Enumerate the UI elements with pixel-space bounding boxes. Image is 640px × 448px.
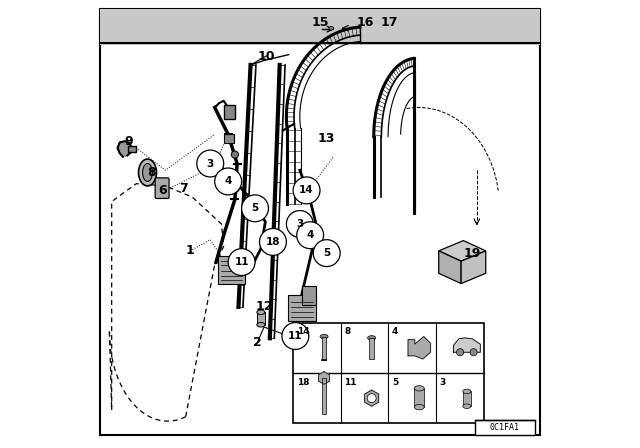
Text: 18: 18 bbox=[266, 237, 280, 247]
Circle shape bbox=[293, 177, 320, 204]
FancyBboxPatch shape bbox=[257, 312, 265, 325]
Text: 9: 9 bbox=[124, 134, 132, 148]
Text: 16: 16 bbox=[356, 16, 374, 29]
FancyBboxPatch shape bbox=[463, 392, 471, 406]
Ellipse shape bbox=[257, 310, 265, 314]
Polygon shape bbox=[439, 251, 461, 284]
FancyBboxPatch shape bbox=[301, 286, 316, 305]
Ellipse shape bbox=[143, 164, 152, 181]
Text: 11: 11 bbox=[234, 257, 249, 267]
Text: 14: 14 bbox=[300, 185, 314, 195]
Circle shape bbox=[231, 151, 239, 158]
Ellipse shape bbox=[463, 404, 471, 409]
Polygon shape bbox=[408, 336, 431, 359]
Ellipse shape bbox=[414, 386, 424, 391]
Text: 3: 3 bbox=[207, 159, 214, 168]
Text: 5: 5 bbox=[392, 378, 398, 387]
Text: 8: 8 bbox=[344, 327, 351, 336]
FancyBboxPatch shape bbox=[322, 378, 326, 414]
FancyBboxPatch shape bbox=[414, 388, 424, 407]
Text: 3: 3 bbox=[440, 378, 445, 387]
Polygon shape bbox=[365, 390, 379, 406]
Circle shape bbox=[260, 228, 287, 255]
Text: 4: 4 bbox=[307, 230, 314, 240]
Circle shape bbox=[456, 349, 464, 356]
Text: 0C1FA1: 0C1FA1 bbox=[490, 423, 520, 432]
Polygon shape bbox=[118, 141, 132, 157]
Ellipse shape bbox=[320, 334, 328, 339]
Ellipse shape bbox=[257, 323, 265, 327]
FancyBboxPatch shape bbox=[223, 105, 235, 119]
Polygon shape bbox=[453, 338, 480, 352]
Text: 15: 15 bbox=[311, 16, 329, 29]
Circle shape bbox=[367, 394, 376, 403]
FancyBboxPatch shape bbox=[223, 134, 234, 143]
Ellipse shape bbox=[367, 336, 376, 340]
Text: 19: 19 bbox=[463, 246, 481, 260]
Polygon shape bbox=[319, 372, 330, 384]
Text: 4: 4 bbox=[225, 177, 232, 186]
Text: 1: 1 bbox=[186, 244, 195, 258]
Ellipse shape bbox=[329, 26, 333, 30]
Text: 7: 7 bbox=[179, 181, 188, 195]
Text: 3: 3 bbox=[296, 219, 303, 229]
Ellipse shape bbox=[138, 159, 156, 186]
FancyBboxPatch shape bbox=[155, 178, 169, 198]
Polygon shape bbox=[439, 241, 486, 261]
Circle shape bbox=[470, 349, 477, 356]
Circle shape bbox=[214, 168, 241, 195]
Text: 10: 10 bbox=[257, 49, 275, 63]
Polygon shape bbox=[461, 251, 486, 284]
Text: 11: 11 bbox=[344, 378, 357, 387]
Circle shape bbox=[287, 211, 314, 237]
Circle shape bbox=[230, 184, 239, 193]
Circle shape bbox=[241, 195, 269, 222]
Text: 18: 18 bbox=[297, 378, 309, 387]
FancyBboxPatch shape bbox=[128, 146, 136, 152]
FancyBboxPatch shape bbox=[100, 9, 540, 45]
Text: 17: 17 bbox=[381, 16, 398, 29]
Text: 8: 8 bbox=[148, 166, 156, 179]
Ellipse shape bbox=[463, 389, 471, 394]
FancyBboxPatch shape bbox=[322, 336, 326, 360]
Text: 2: 2 bbox=[253, 336, 262, 349]
Text: 5: 5 bbox=[323, 248, 330, 258]
Circle shape bbox=[282, 323, 309, 349]
Circle shape bbox=[197, 150, 224, 177]
Text: 5: 5 bbox=[252, 203, 259, 213]
Text: 6: 6 bbox=[158, 184, 166, 197]
Circle shape bbox=[314, 240, 340, 267]
Text: 13: 13 bbox=[318, 132, 335, 146]
Text: 14: 14 bbox=[297, 327, 309, 336]
Ellipse shape bbox=[414, 405, 424, 410]
FancyBboxPatch shape bbox=[369, 338, 374, 359]
FancyBboxPatch shape bbox=[218, 256, 245, 284]
Text: 12: 12 bbox=[255, 300, 273, 314]
Text: 11: 11 bbox=[288, 331, 303, 341]
FancyBboxPatch shape bbox=[474, 420, 535, 435]
FancyBboxPatch shape bbox=[293, 323, 484, 423]
FancyBboxPatch shape bbox=[100, 9, 540, 435]
Text: 4: 4 bbox=[392, 327, 398, 336]
FancyBboxPatch shape bbox=[288, 295, 316, 321]
Circle shape bbox=[228, 249, 255, 276]
Circle shape bbox=[297, 222, 324, 249]
